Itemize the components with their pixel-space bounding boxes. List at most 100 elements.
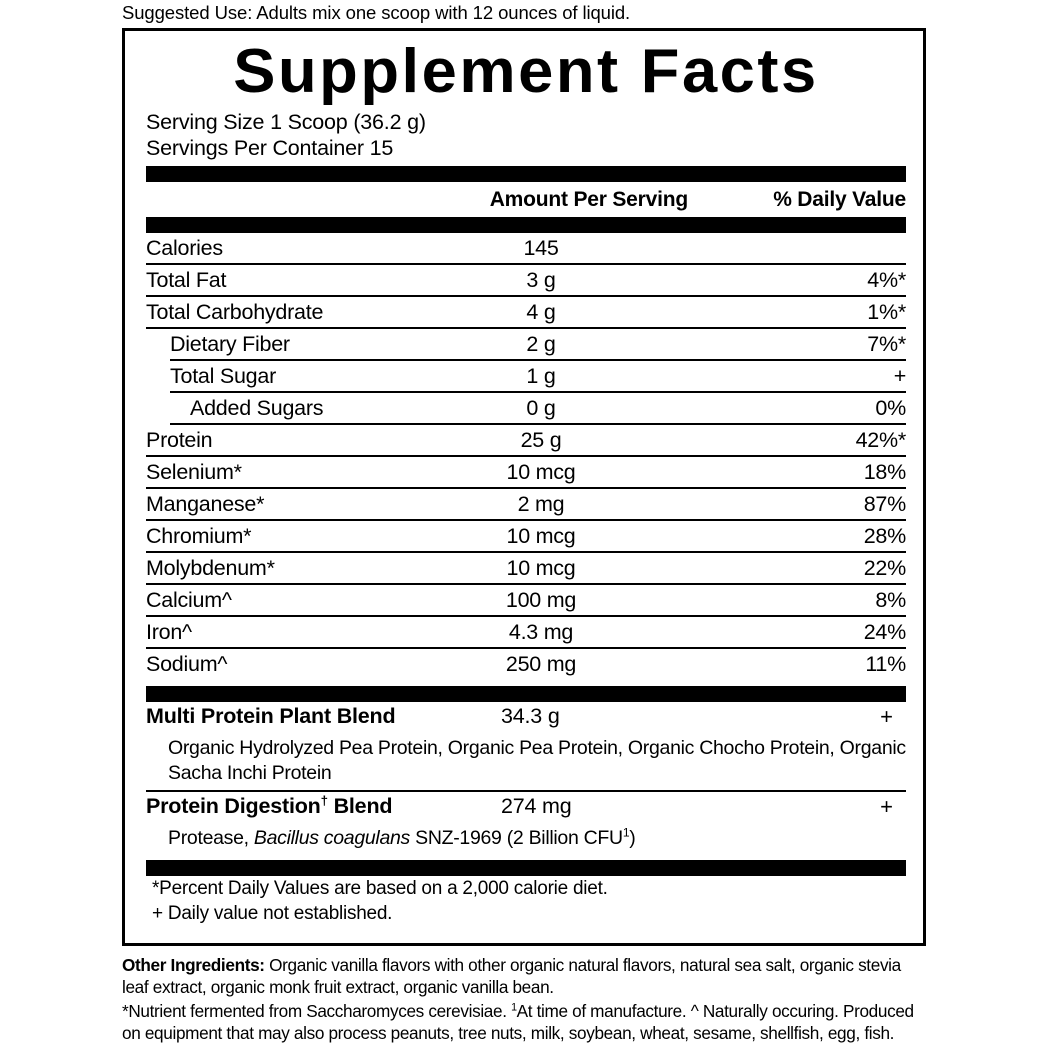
blend-name: Protein Digestion† Blend: [146, 792, 393, 819]
table-row: Total Sugar 1 g +: [146, 361, 906, 393]
table-row: Iron^ 4.3 mg 24%: [146, 617, 906, 649]
header-percent-daily-value: % Daily Value: [773, 188, 906, 211]
blend-name-suffix: Blend: [327, 794, 393, 818]
nutrient-name: Added Sugars: [190, 396, 324, 420]
nutrient-amount: 3 g: [526, 268, 556, 292]
row-separator: [146, 615, 906, 617]
row-separator: [146, 519, 906, 521]
blend-name: Multi Protein Plant Blend: [146, 704, 396, 728]
nutrient-name: Manganese*: [146, 492, 265, 516]
nutrient-amount: 10 mcg: [506, 460, 576, 484]
nutrient-daily-value: 0%: [875, 396, 906, 420]
row-separator: [146, 263, 906, 265]
other-ingredients-text: Organic vanilla flavors with other organ…: [122, 955, 901, 997]
nutrient-name: Total Carbohydrate: [146, 300, 324, 324]
nutrient-amount: 0 g: [526, 396, 556, 420]
table-row: Chromium* 10 mcg 28%: [146, 521, 906, 553]
nutrient-name: Selenium*: [146, 460, 242, 484]
blend-header-row: Multi Protein Plant Blend 34.3 g +: [146, 702, 906, 736]
divider-bar-header: [146, 217, 906, 233]
footnote-marker-1: 1: [622, 825, 630, 840]
nutrient-amount: 2 g: [526, 332, 556, 356]
table-header-row: Amount Per Serving % Daily Value: [146, 182, 906, 213]
nutrient-daily-value: 4%*: [867, 268, 906, 292]
blend-amount: 274 mg: [501, 794, 572, 818]
row-separator: [170, 359, 906, 361]
disclaimer-text-post: At time of manufacture. ^ Naturally occu…: [122, 1001, 914, 1043]
nutrient-amount: 25 g: [520, 428, 562, 452]
below-panel-text: Other Ingredients: Organic vanilla flavo…: [122, 955, 930, 1044]
table-row: Calcium^ 100 mg 8%: [146, 585, 906, 617]
nutrient-daily-value: 28%: [863, 524, 907, 548]
nutrient-daily-value: +: [893, 364, 907, 388]
row-separator: [146, 583, 906, 585]
nutrient-name: Protein: [146, 428, 213, 452]
nutrient-amount: 250 mg: [505, 652, 577, 676]
supplement-facts-panel: Supplement Facts Serving Size 1 Scoop (3…: [122, 28, 926, 946]
row-separator: [170, 391, 906, 393]
nutrient-daily-value: 8%: [875, 588, 906, 612]
nutrient-name: Total Sugar: [170, 364, 277, 388]
row-separator: [146, 295, 906, 297]
row-separator: [146, 647, 906, 649]
table-row: Total Fat 3 g 4%*: [146, 265, 906, 297]
nutrient-name: Sodium^: [146, 652, 228, 676]
footnote-not-established: + Daily value not established.: [152, 903, 393, 924]
nutrient-amount: 10 mcg: [506, 524, 576, 548]
blend-separator: [146, 790, 906, 792]
nutrient-amount: 145: [523, 236, 559, 260]
nutrient-amount: 1 g: [526, 364, 556, 388]
nutrient-daily-value: 24%: [863, 620, 907, 644]
footnote-marker-1: 1: [511, 1001, 517, 1014]
dagger-symbol: †: [320, 792, 328, 808]
nutrient-name: Iron^: [146, 620, 192, 644]
table-row: Sodium^ 250 mg 11%: [146, 649, 906, 681]
nutrient-daily-value: 11%: [865, 652, 906, 676]
nutrient-daily-value: 87%: [863, 492, 907, 516]
ingredient-text-post: ): [629, 827, 636, 849]
nutrient-name: Calcium^: [146, 588, 232, 612]
nutrient-name: Molybdenum*: [146, 556, 275, 580]
table-row: Added Sugars 0 g 0%: [146, 393, 906, 425]
other-ingredients-label: Other Ingredients:: [122, 955, 265, 975]
nutrient-amount: 4.3 mg: [508, 620, 574, 644]
table-row: Dietary Fiber 2 g 7%*: [146, 329, 906, 361]
divider-bar-top: [146, 166, 906, 182]
nutrient-daily-value: 22%: [863, 556, 907, 580]
nutrient-amount: 10 mcg: [506, 556, 576, 580]
table-row: Manganese* 2 mg 87%: [146, 489, 906, 521]
table-row: Selenium* 10 mcg 18%: [146, 457, 906, 489]
header-amount-per-serving: Amount Per Serving: [489, 188, 688, 211]
disclaimer-text-pre: *Nutrient fermented from Saccharomyces c…: [122, 1001, 512, 1021]
row-separator: [146, 551, 906, 553]
nutrient-daily-value: 42%*: [855, 428, 907, 452]
blend-ingredients: Organic Hydrolyzed Pea Protein, Organic …: [168, 737, 906, 784]
blend-daily-value: +: [880, 794, 893, 819]
nutrient-name: Chromium*: [146, 524, 252, 548]
page-title: Supplement Facts: [233, 37, 819, 106]
table-row: Calories 145: [146, 233, 906, 265]
nutrient-amount: 4 g: [526, 300, 556, 324]
ingredient-species-italic: Bacillus coagulans: [253, 827, 411, 849]
row-separator: [146, 455, 906, 457]
supplement-facts-inner: Supplement Facts Serving Size 1 Scoop (3…: [146, 31, 906, 926]
servings-per-container-text: Servings Per Container 15: [146, 136, 394, 160]
footnote-daily-values: *Percent Daily Values are based on a 2,0…: [152, 878, 608, 899]
blend-daily-value: +: [880, 704, 893, 729]
serving-size-text: Serving Size 1 Scoop (36.2 g): [146, 110, 426, 134]
row-separator: [146, 327, 906, 329]
nutrient-amount: 100 mg: [505, 588, 577, 612]
blend-ingredients: Protease, Bacillus coagulans SNZ-1969 (2…: [146, 826, 906, 855]
nutrient-name: Dietary Fiber: [170, 332, 290, 356]
other-ingredients-paragraph: Other Ingredients: Organic vanilla flavo…: [122, 955, 930, 998]
nutrient-name: Calories: [146, 236, 223, 260]
row-separator: [146, 487, 906, 489]
ingredient-text: Protease,: [168, 827, 254, 849]
suggested-use-text: Suggested Use: Adults mix one scoop with…: [122, 2, 631, 23]
blend-amount: 34.3 g: [501, 704, 560, 728]
nutrient-daily-value: 1%*: [867, 300, 906, 324]
table-row: Molybdenum* 10 mcg 22%: [146, 553, 906, 585]
blend-name-text: Protein Digestion: [146, 794, 321, 818]
disclaimer-paragraph: *Nutrient fermented from Saccharomyces c…: [122, 1001, 930, 1044]
table-row: Total Carbohydrate 4 g 1%*: [146, 297, 906, 329]
